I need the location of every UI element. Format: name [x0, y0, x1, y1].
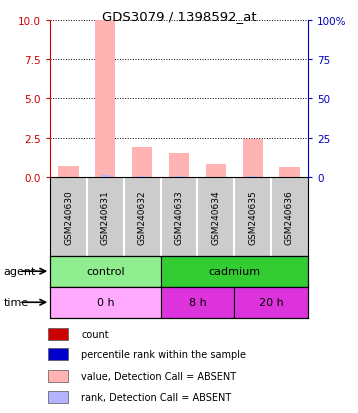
Bar: [50, 256, 161, 287]
Text: GSM240631: GSM240631: [101, 190, 110, 244]
Text: percentile rank within the sample: percentile rank within the sample: [81, 349, 246, 359]
Text: GSM240633: GSM240633: [174, 190, 184, 244]
Bar: [248, 177, 257, 178]
Bar: [48, 328, 68, 340]
Text: GSM240634: GSM240634: [211, 190, 220, 244]
Bar: [50, 287, 161, 318]
Text: rank, Detection Call = ABSENT: rank, Detection Call = ABSENT: [81, 392, 231, 402]
Bar: [161, 287, 234, 318]
Text: GSM240636: GSM240636: [285, 190, 294, 244]
Text: time: time: [4, 297, 29, 308]
Bar: [132, 148, 152, 178]
Bar: [234, 287, 308, 318]
Bar: [169, 153, 189, 178]
Text: GDS3079 / 1398592_at: GDS3079 / 1398592_at: [102, 10, 256, 23]
Bar: [137, 177, 147, 178]
Bar: [242, 140, 263, 178]
Bar: [174, 177, 184, 178]
Bar: [101, 176, 110, 178]
Text: 20 h: 20 h: [259, 297, 284, 308]
Text: value, Detection Call = ABSENT: value, Detection Call = ABSENT: [81, 371, 236, 381]
Text: control: control: [86, 266, 125, 277]
Bar: [206, 164, 226, 178]
Bar: [279, 167, 300, 178]
Text: GSM240630: GSM240630: [64, 190, 73, 244]
Text: GSM240635: GSM240635: [248, 190, 257, 244]
Text: 0 h: 0 h: [97, 297, 114, 308]
Text: count: count: [81, 330, 109, 339]
Bar: [58, 166, 79, 178]
Bar: [95, 21, 116, 178]
Bar: [161, 256, 308, 287]
Text: GSM240632: GSM240632: [138, 190, 147, 244]
Bar: [48, 370, 68, 382]
Text: agent: agent: [4, 266, 36, 277]
Bar: [48, 349, 68, 360]
Text: 8 h: 8 h: [189, 297, 206, 308]
Text: cadmium: cadmium: [208, 266, 260, 277]
Bar: [48, 391, 68, 403]
